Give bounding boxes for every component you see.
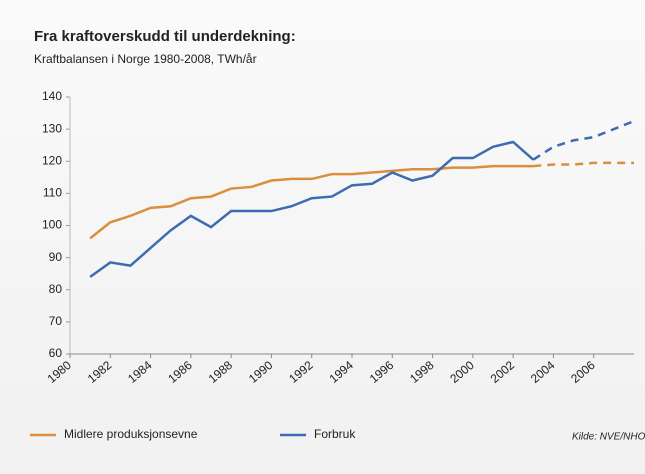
x-tick-label: 2002 [488,358,518,386]
x-tick-label: 1986 [165,358,195,386]
series-line [89,164,534,240]
x-tick-label: 1998 [407,358,437,386]
x-tick-label: 1980 [45,358,75,386]
x-tick-label: 2004 [528,358,558,386]
y-tick-label: 130 [42,121,62,135]
forecast-line [533,161,634,168]
forecast-line [532,119,635,161]
y-tick-label: 90 [49,250,63,264]
source: Kilde: NVE/NHO [572,432,645,443]
x-tick-label: 1994 [327,358,357,386]
x-tick-label: 2006 [568,358,598,386]
x-tick-label: 1982 [85,358,115,386]
y-tick-label: 80 [49,282,63,296]
legend-label: Forbruk [314,427,356,441]
x-tick-label: 1996 [367,358,397,386]
x-tick-label: 1988 [206,358,236,386]
y-tick-label: 110 [43,186,62,200]
y-tick-label: 120 [42,153,62,167]
x-tick-label: 1984 [125,358,155,386]
legend-label: Midlere produksjonsevne [64,427,198,441]
y-tick-label: 100 [42,218,62,232]
x-tick-label: 1990 [246,358,276,386]
x-tick-label: 1992 [286,358,316,386]
y-tick-label: 60 [49,346,63,360]
y-tick-label: 70 [49,314,63,328]
chart-subtitle: Kraftbalansen i Norge 1980-2008, TWh/år [34,52,257,66]
y-tick-label: 140 [42,89,62,103]
series-line [89,140,535,278]
chart-title: Fra kraftoverskudd til underdekning: [34,28,296,45]
x-tick-label: 2000 [447,358,477,386]
